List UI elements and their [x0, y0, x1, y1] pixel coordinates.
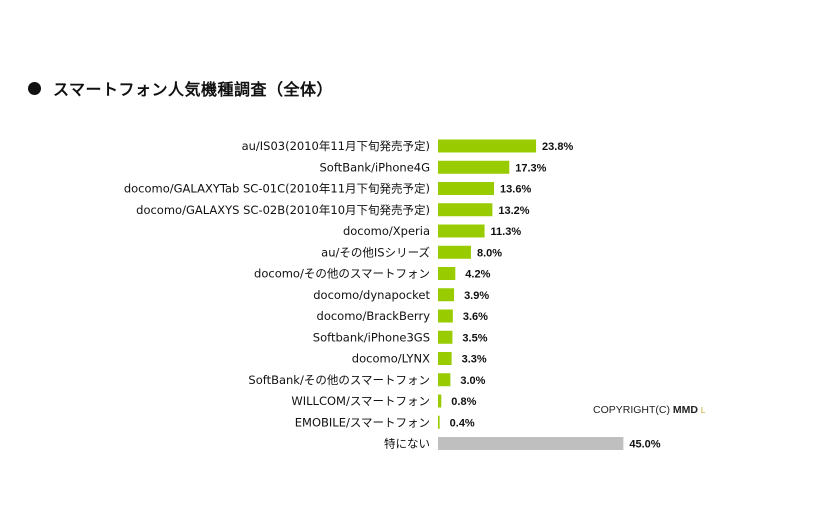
bar	[438, 224, 485, 238]
category-label: docomo/dynapocket	[313, 288, 430, 302]
value-label: 3.3%	[462, 354, 487, 366]
value-label: 13.2%	[498, 205, 529, 217]
category-label: SoftBank/その他のスマートフォン	[248, 373, 430, 387]
category-label: docomo/LYNX	[352, 352, 430, 366]
value-label: 0.8%	[451, 396, 476, 408]
value-label: 8.0%	[477, 247, 502, 259]
bar	[438, 394, 442, 408]
value-label: 11.3%	[491, 226, 522, 238]
bullet-icon	[28, 81, 41, 95]
bar	[438, 160, 510, 174]
category-label: WILLCOM/スマートフォン	[291, 394, 430, 408]
value-label: 0.4%	[450, 417, 475, 429]
bar	[438, 352, 452, 365]
bar	[438, 330, 453, 344]
value-label: 13.6%	[500, 184, 531, 196]
bar	[438, 288, 455, 302]
category-label: docomo/BrackBerry	[317, 309, 431, 323]
value-label: 3.5%	[462, 332, 487, 344]
category-label: docomo/GALAXYS SC-02B(2010年10月下旬発売予定)	[136, 203, 430, 217]
bar	[438, 139, 537, 153]
bar	[438, 182, 495, 195]
bar	[438, 373, 451, 387]
category-label: docomo/Xperia	[343, 224, 430, 238]
chart-title-row: スマートフォン人気機種調査（全体）	[28, 76, 333, 100]
category-label: au/その他ISシリーズ	[321, 245, 430, 259]
bar	[438, 437, 624, 450]
value-label: 3.9%	[464, 290, 489, 302]
category-label: 特にない	[384, 437, 430, 451]
value-label: 17.3%	[515, 162, 546, 174]
value-label: 4.2%	[465, 269, 490, 281]
category-label: docomo/GALAXYTab SC-01C(2010年11月下旬発売予定)	[124, 182, 430, 196]
bar	[438, 267, 456, 280]
category-label: docomo/その他のスマートフォン	[254, 267, 430, 281]
copyright-suffix: L	[700, 406, 706, 415]
chart-title: スマートフォン人気機種調査（全体）	[53, 80, 334, 99]
category-label: au/IS03(2010年11月下旬発売予定)	[242, 139, 430, 153]
value-label: 3.0%	[460, 375, 485, 387]
category-label: EMOBILE/スマートフォン	[295, 415, 430, 429]
bar	[438, 203, 493, 217]
copyright-prefix: COPYRIGHT(C)	[593, 404, 670, 416]
bar	[438, 309, 453, 323]
value-label: 45.0%	[629, 439, 660, 451]
bar	[438, 415, 440, 429]
copyright-brand: MMD	[672, 404, 698, 416]
category-label: Softbank/iPhone3GS	[313, 330, 430, 344]
copyright-notice: COPYRIGHT(C) MMD L	[593, 404, 705, 416]
bar	[438, 245, 471, 259]
category-label: SoftBank/iPhone4G	[320, 160, 431, 174]
value-label: 23.8%	[542, 141, 573, 153]
value-label: 3.6%	[463, 311, 488, 323]
